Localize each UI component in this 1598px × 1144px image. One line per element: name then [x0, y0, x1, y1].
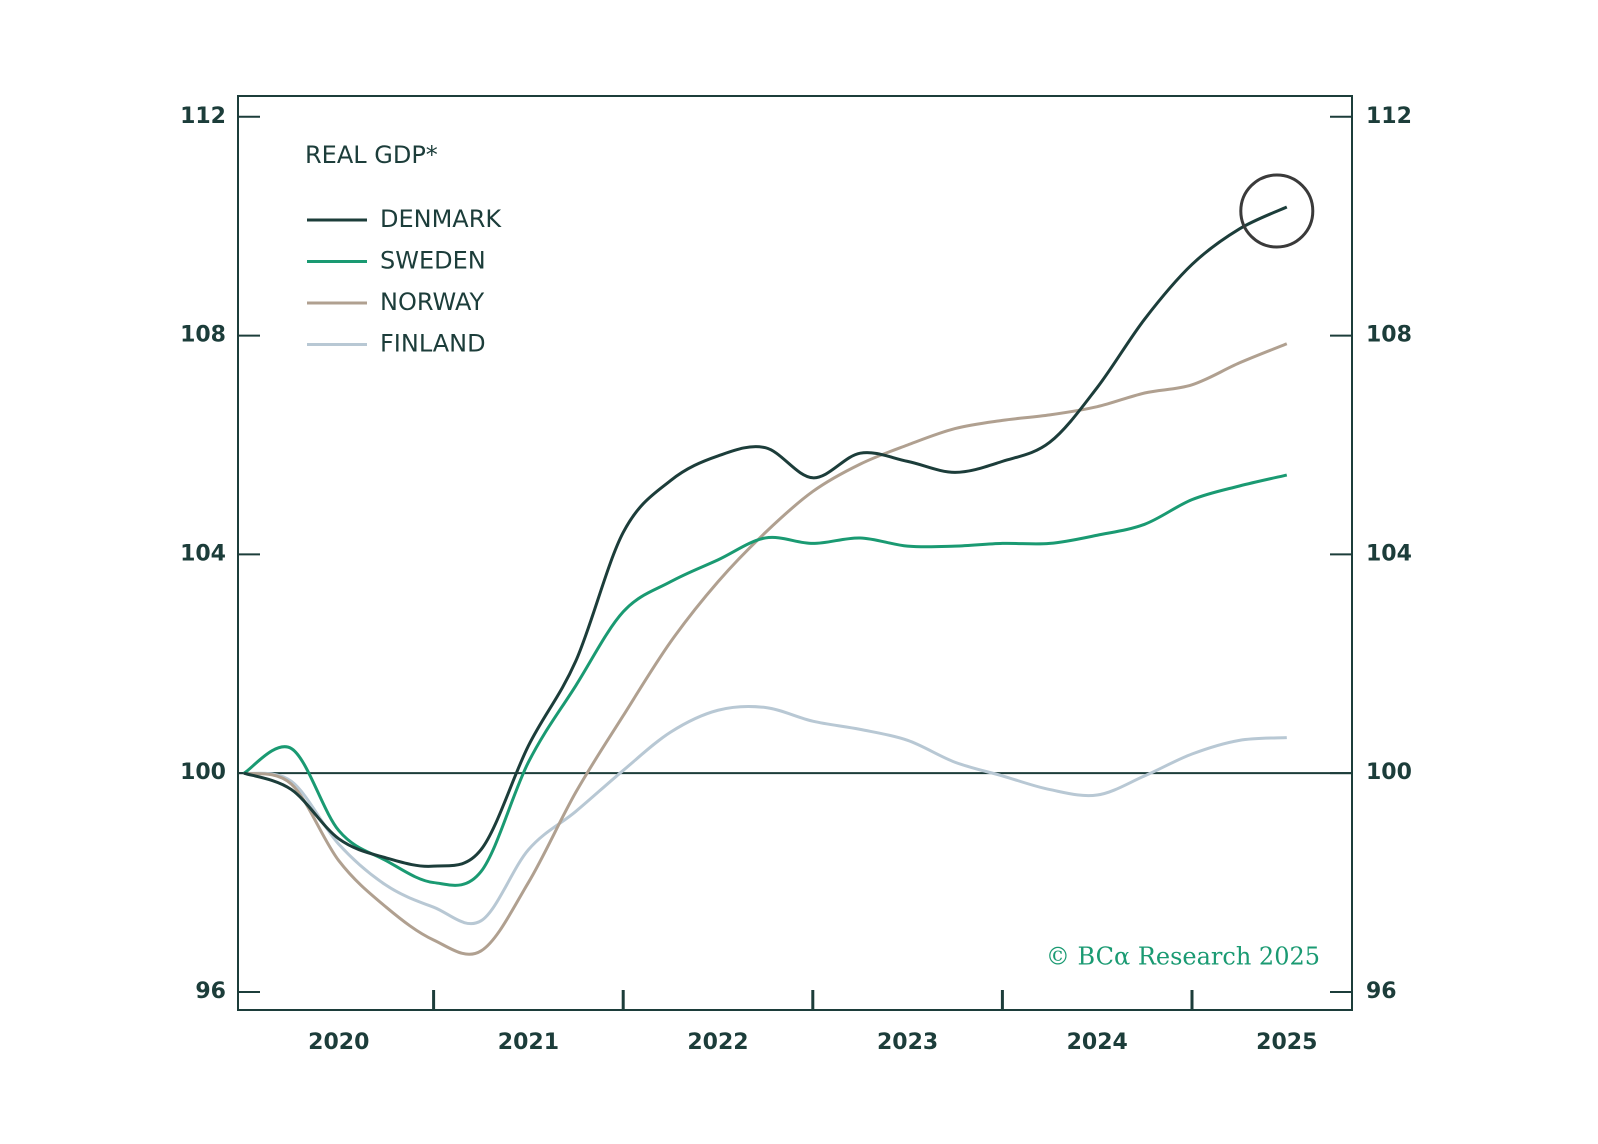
series-line [243, 473, 1288, 887]
legend-label: FINLAND [380, 330, 486, 358]
series-line [243, 705, 1287, 926]
y-tick-label-right: 96 [1366, 979, 1397, 1004]
x-tick-label: 2023 [877, 1030, 938, 1055]
legend-label: SWEDEN [380, 247, 486, 275]
highlight-circle [1239, 173, 1315, 249]
source-note: © BCα Research 2025 [1046, 943, 1320, 971]
x-tick-label: 2021 [498, 1030, 559, 1055]
legend-label: DENMARK [380, 205, 502, 233]
x-tick-label: 2022 [687, 1030, 748, 1055]
x-tick-label: 2024 [1067, 1030, 1128, 1055]
y-tick-label: 104 [180, 541, 226, 566]
y-tick-label: 100 [180, 760, 226, 785]
series-line [243, 342, 1288, 956]
plot-frame [237, 95, 1353, 1011]
y-tick-label-right: 104 [1366, 541, 1412, 566]
series-line [243, 205, 1288, 868]
y-tick-label: 108 [180, 323, 226, 348]
x-tick-label: 2025 [1256, 1030, 1317, 1055]
legend-label: NORWAY [380, 288, 485, 316]
y-tick-label-right: 112 [1366, 104, 1412, 129]
x-tick-label: 2020 [308, 1030, 369, 1055]
y-tick-label: 112 [180, 104, 226, 129]
y-tick-label-right: 100 [1366, 760, 1412, 785]
chart-title: REAL GDP* [305, 141, 438, 169]
y-tick-label: 96 [195, 979, 226, 1004]
y-tick-label-right: 108 [1366, 323, 1412, 348]
